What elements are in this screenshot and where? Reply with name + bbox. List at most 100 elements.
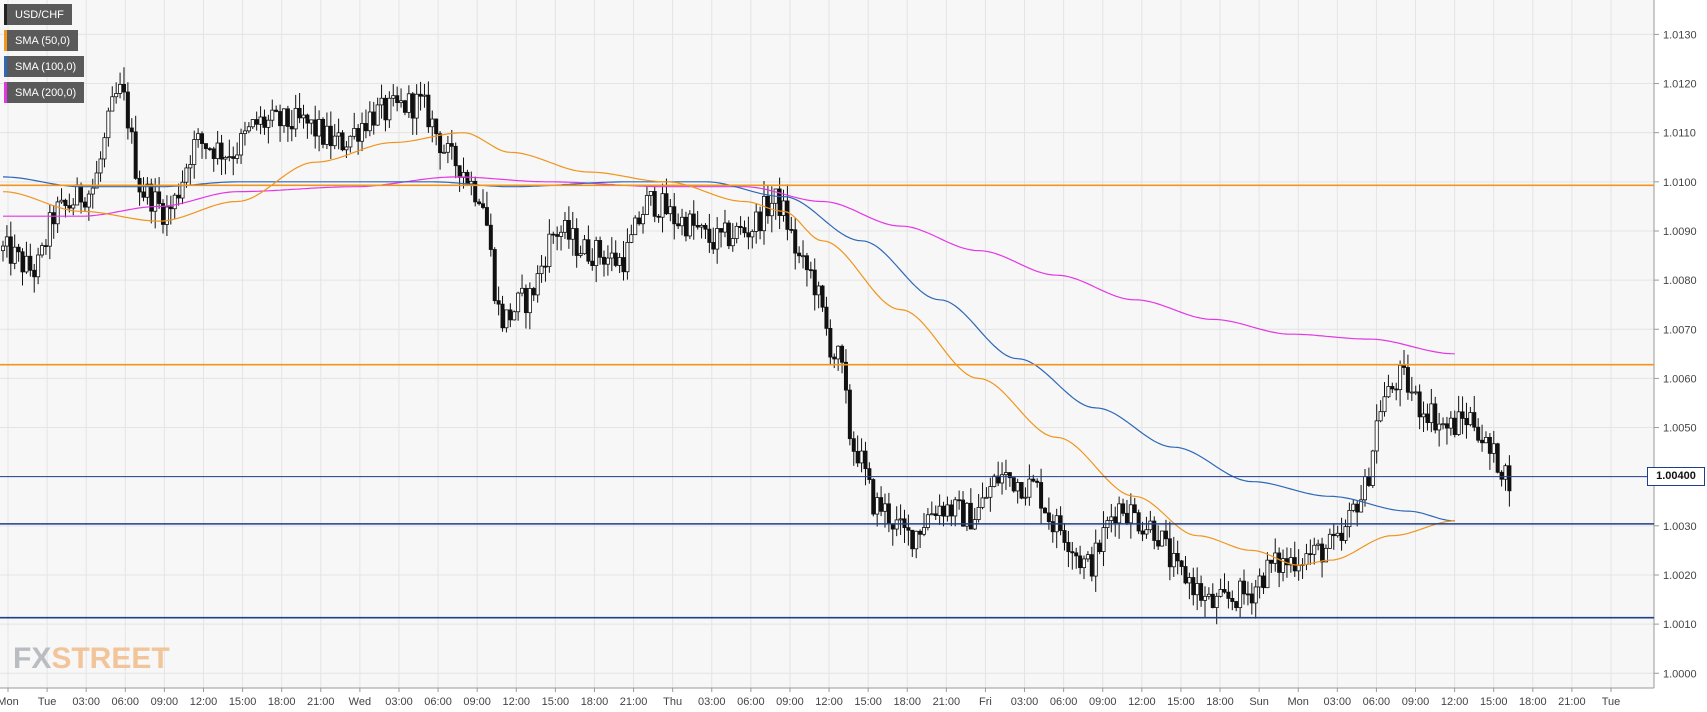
candle-body	[1015, 482, 1020, 492]
candle-body	[886, 503, 891, 525]
candle-body	[863, 450, 868, 470]
candle-body	[832, 356, 837, 360]
candle-body	[47, 212, 52, 247]
y-tick-label: 1.0010	[1663, 619, 1697, 631]
candle-body	[617, 257, 622, 266]
candle-body	[750, 231, 755, 238]
candle-body	[984, 496, 989, 499]
x-tick-label: 12:00	[1128, 696, 1156, 708]
fxstreet-logo: FXSTREET	[13, 642, 170, 675]
candle-body	[605, 257, 610, 265]
x-tick-label: 18:00	[1519, 696, 1547, 708]
candle-body	[20, 251, 25, 273]
candle-body	[1464, 418, 1469, 426]
candle-body	[945, 504, 950, 517]
candle-body	[1019, 482, 1024, 499]
candle-body	[1214, 595, 1219, 608]
candle-body	[168, 206, 173, 210]
candle-body	[910, 529, 915, 550]
candle-body	[79, 184, 84, 203]
candle-body	[1480, 439, 1485, 444]
candle-body	[1386, 386, 1391, 398]
candle-body	[937, 505, 942, 516]
candle-body	[1456, 411, 1461, 435]
candle-body	[1011, 477, 1016, 492]
candle-body	[1394, 388, 1399, 391]
x-tick-label: 06:00	[737, 696, 765, 708]
x-tick-label: 18:00	[581, 696, 609, 708]
candle-body	[235, 154, 240, 159]
candle-body	[55, 201, 60, 225]
candle-body	[828, 327, 833, 358]
candle-body	[231, 156, 236, 159]
candle-body	[1448, 417, 1453, 429]
candle-body	[804, 255, 809, 271]
candle-body	[1320, 543, 1325, 563]
candle-body	[481, 203, 486, 208]
candle-body	[1066, 542, 1071, 553]
candle-body	[141, 191, 146, 198]
candle-body	[317, 118, 322, 137]
x-tick-label: 15:00	[1167, 696, 1195, 708]
candle-body	[1187, 577, 1192, 584]
candle-body	[687, 213, 692, 237]
candle-body	[1405, 367, 1410, 393]
candle-body	[664, 193, 669, 215]
legend-item-sma200[interactable]: SMA (200,0)	[4, 82, 85, 103]
candle-body	[1351, 503, 1356, 511]
sma50-line	[2, 132, 1455, 566]
candle-body	[301, 114, 306, 119]
candle-body	[996, 475, 1001, 484]
candle-body	[1238, 580, 1243, 609]
candle-body	[816, 285, 821, 296]
candle-body	[1284, 558, 1289, 566]
candle-body	[324, 125, 329, 145]
candle-body	[1417, 391, 1422, 418]
y-tick-label: 1.0050	[1663, 423, 1697, 435]
candle-body	[492, 249, 497, 302]
x-tick-label: 18:00	[1206, 696, 1234, 708]
candle-body	[1234, 601, 1239, 609]
candle-body	[1409, 391, 1414, 394]
candle-body	[344, 146, 349, 151]
candle-body	[719, 228, 724, 233]
candle-body	[1269, 559, 1274, 564]
candle-body	[63, 199, 68, 207]
candle-body	[457, 165, 462, 178]
candle-body	[1304, 553, 1309, 565]
candle-body	[75, 184, 80, 206]
candle-body	[1249, 593, 1254, 604]
candle-body	[801, 255, 806, 258]
legend-item-sma100[interactable]: SMA (100,0)	[4, 56, 85, 77]
x-tick-label: 15:00	[542, 696, 570, 708]
legend-item-sma50[interactable]: SMA (50,0)	[4, 30, 79, 51]
candle-body	[726, 222, 731, 247]
current-price-label: 1.00400	[1647, 466, 1705, 486]
candle-body	[1039, 482, 1044, 509]
legend-swatch-sma100	[4, 56, 7, 77]
candle-body	[1444, 423, 1449, 429]
candle-body	[637, 217, 642, 225]
candle-body	[219, 142, 224, 160]
candle-body	[730, 238, 735, 247]
candle-body	[898, 518, 903, 521]
candle-body	[1206, 593, 1211, 597]
candle-body	[332, 135, 337, 147]
candle-body	[1175, 553, 1180, 562]
candle-body	[508, 309, 513, 321]
legend-item-usdchf[interactable]: USD/CHF	[4, 4, 72, 25]
x-tick-label: 06:00	[1050, 696, 1078, 708]
candle-body	[1210, 593, 1215, 608]
candle-body	[1245, 593, 1250, 596]
y-tick-label: 1.0020	[1663, 570, 1697, 582]
x-tick-label: Thu	[663, 696, 682, 708]
candle-body	[875, 497, 880, 515]
candle-body	[879, 497, 884, 512]
candle-body	[82, 201, 87, 208]
candle-body	[1062, 530, 1067, 543]
x-tick-label: 12:00	[815, 696, 843, 708]
candle-body	[734, 225, 739, 239]
candle-body	[1437, 423, 1442, 431]
candle-body	[1183, 566, 1188, 584]
